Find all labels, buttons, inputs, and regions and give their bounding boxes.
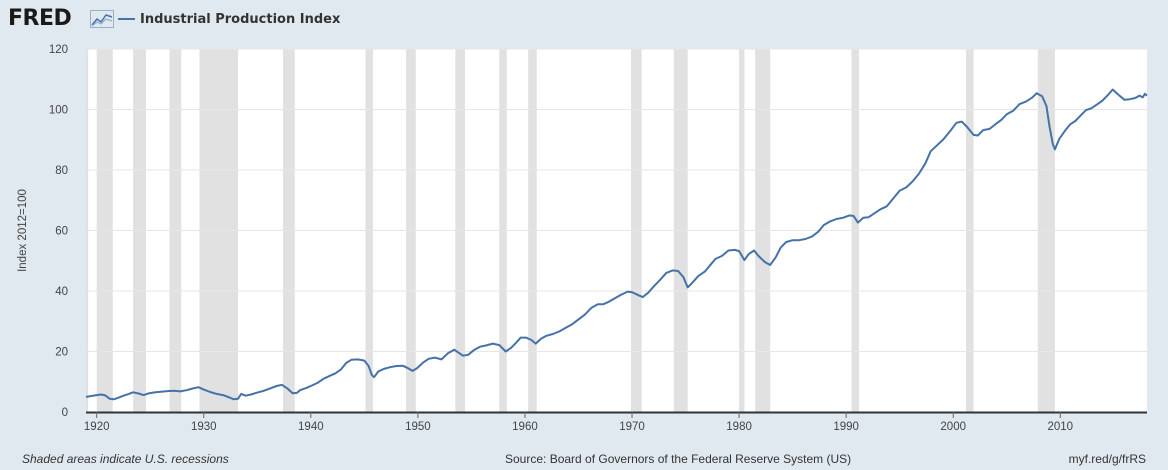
series-group <box>85 88 1148 401</box>
x-tick-label-1930: 1930 <box>191 421 217 433</box>
y-tick-label-60: 60 <box>55 226 68 238</box>
y-tick-label-120: 120 <box>49 44 68 56</box>
y-axis-label: Index 2012=100 <box>17 189 29 272</box>
chart-header: FRED Industrial Production Index <box>0 0 1168 40</box>
y-tick-label-0: 0 <box>62 407 68 419</box>
x-tick-label-1990: 1990 <box>833 421 859 433</box>
y-tick-label-20: 20 <box>55 347 68 359</box>
axes-group: 0 20 40 60 80 100 120 1920 1930 1940 1950 1960 1970 1… <box>17 44 1147 433</box>
x-tick-label-1960: 1960 <box>512 421 538 433</box>
y-tick-label-100: 100 <box>49 105 68 117</box>
short-link[interactable]: myf.red/g/frRS <box>1068 452 1146 466</box>
y-tick-label-40: 40 <box>55 286 68 298</box>
source-note: Source: Board of Governors of the Federa… <box>505 452 852 466</box>
gridlines-group <box>86 48 1147 352</box>
x-tick-label-1920: 1920 <box>84 421 110 433</box>
legend-label: Industrial Production Index <box>140 11 341 27</box>
fred-logo[interactable]: FRED <box>8 6 72 31</box>
x-tick-label-2000: 2000 <box>940 421 966 433</box>
chart-legend[interactable]: Industrial Production Index <box>118 11 340 27</box>
series-line-industrial-production <box>85 88 1148 401</box>
legend-swatch <box>118 18 135 20</box>
fred-logo-chart-icon <box>90 10 114 28</box>
x-tick-label-2010: 2010 <box>1047 421 1073 433</box>
x-tick-label-1980: 1980 <box>726 421 752 433</box>
x-tick-label-1950: 1950 <box>405 421 431 433</box>
x-tick-label-1940: 1940 <box>298 421 324 433</box>
recession-note: Shaded areas indicate U.S. recessions <box>22 452 229 466</box>
y-tick-label-80: 80 <box>55 165 68 177</box>
x-tick-label-1970: 1970 <box>619 421 645 433</box>
